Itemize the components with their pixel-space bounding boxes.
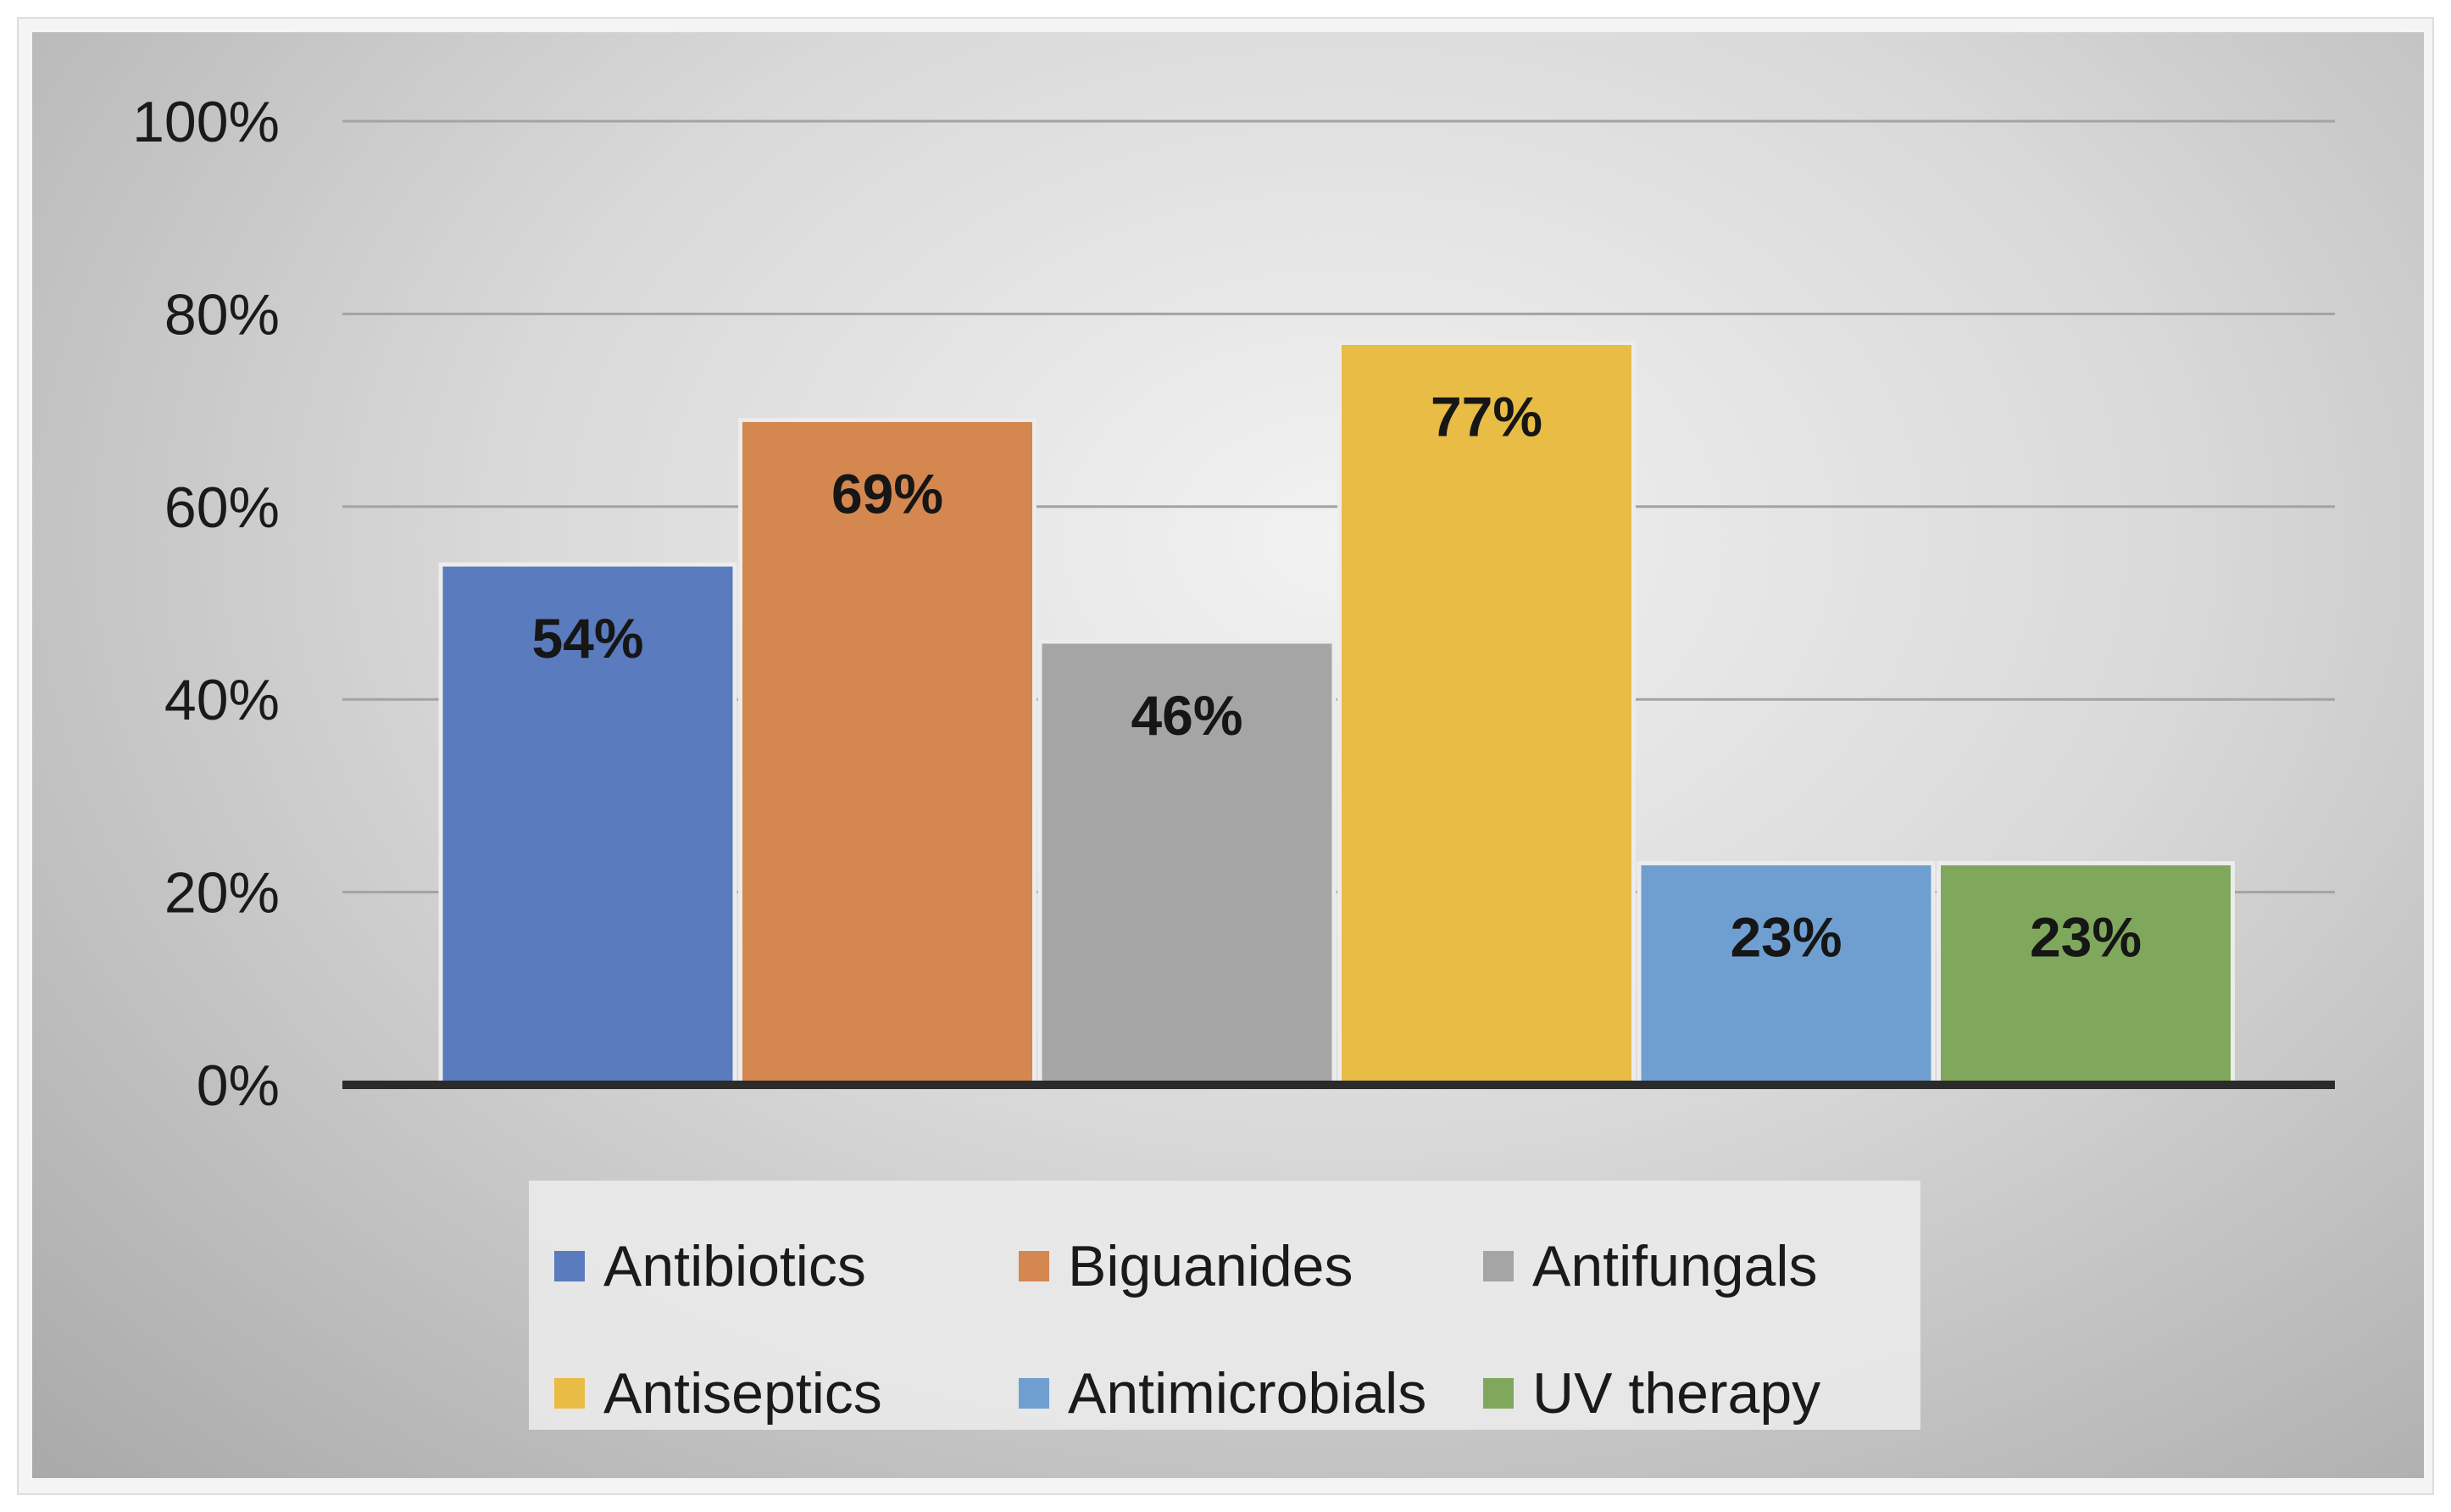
y-tick-label: 60% [164,475,280,540]
legend-swatch-biguanides [1019,1251,1049,1281]
bar-data-label: 77% [1431,386,1542,448]
legend-label-antimicrobials: Antimicrobials [1068,1361,1427,1426]
legend-swatch-antifungals [1483,1251,1514,1281]
legend-item-biguanides: Biguanides [1019,1203,1483,1330]
legend-label-antifungals: Antifungals [1532,1234,1818,1298]
legend-swatch-uv-therapy [1483,1378,1514,1409]
legend-item-antibiotics: Antibiotics [554,1203,1019,1330]
legend-item-antimicrobials: Antimicrobials [1019,1330,1483,1457]
bar-data-label: 69% [831,462,943,525]
y-tick-label: 0% [197,1053,280,1118]
y-tick-label: 100% [132,90,280,154]
y-tick-label: 40% [164,668,280,732]
legend-label-uv-therapy: UV therapy [1532,1361,1821,1426]
legend-label-antibiotics: Antibiotics [603,1234,866,1298]
legend-label-antiseptics: Antiseptics [603,1361,882,1426]
legend-swatch-antiseptics [554,1378,585,1409]
bar-data-label: 23% [2030,905,2142,968]
bars [438,341,2235,1087]
bar-uv-therapy [1937,860,2235,1087]
legend-item-uv-therapy: UV therapy [1483,1330,1907,1457]
bar-antimicrobials [1637,860,1936,1087]
bar-antifungals [1037,639,1337,1087]
bar-data-label: 46% [1131,684,1242,747]
bar-antibiotics [438,562,737,1087]
y-tick-label: 20% [164,861,280,926]
legend-swatch-antibiotics [554,1251,585,1281]
legend-item-antiseptics: Antiseptics [554,1330,1019,1457]
y-axis-tick-labels: 0% 20% 40% 60% 80% 100% [132,90,280,1118]
bar-data-label: 54% [531,607,643,670]
bar-data-label: 23% [1730,905,1842,968]
legend: Antibiotics Biguanides Antifungals Antis… [529,1181,1920,1430]
legend-label-biguanides: Biguanides [1068,1234,1353,1298]
legend-item-antifungals: Antifungals [1483,1203,1907,1330]
y-tick-label: 80% [164,282,280,347]
bar-data-labels: 54% 69% 46% 77% 23% 23% [531,386,2142,969]
legend-swatch-antimicrobials [1019,1378,1049,1409]
bar-antiseptics [1337,341,1636,1087]
